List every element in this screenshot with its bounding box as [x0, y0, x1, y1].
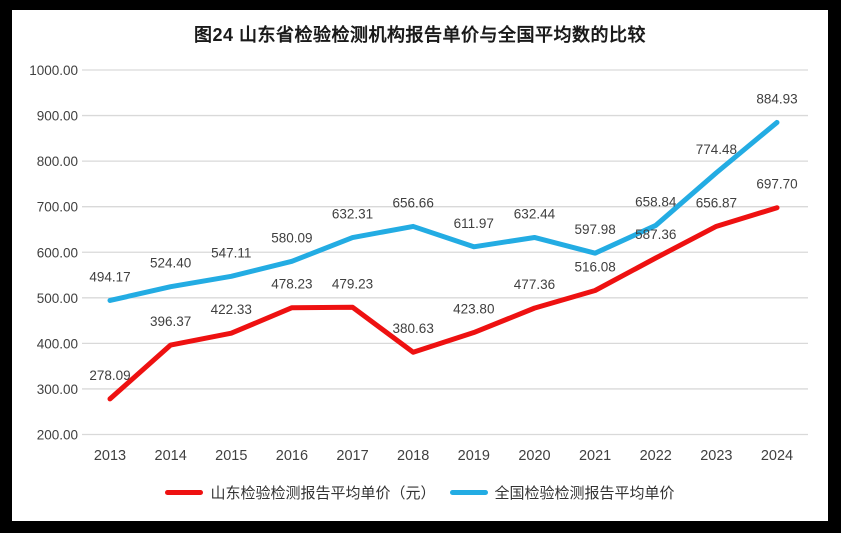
data-label: 524.40 [150, 256, 191, 271]
y-axis-tick-label: 900.00 [37, 109, 78, 124]
data-label: 656.66 [393, 195, 434, 210]
x-axis-tick-label: 2013 [94, 448, 126, 464]
x-axis-tick-label: 2018 [397, 448, 429, 464]
chart-legend: 山东检验检测报告平均单价（元） 全国检验检测报告平均单价 [12, 482, 828, 503]
x-axis-tick-label: 2023 [700, 448, 732, 464]
chart-frame: 图24 山东省检验检测机构报告单价与全国平均数的比较 200.00 300.00 4… [12, 10, 828, 521]
data-label: 278.09 [89, 368, 130, 383]
data-label: 478.23 [271, 277, 312, 292]
data-label: 479.23 [332, 276, 373, 291]
legend-item-shandong: 山东检验检测报告平均单价（元） [165, 482, 436, 503]
data-label: 632.44 [514, 206, 556, 221]
y-axis-tick-label: 600.00 [37, 245, 78, 260]
x-axis-tick-label: 2017 [336, 448, 368, 464]
data-label: 494.17 [89, 269, 130, 284]
y-axis-tick-label: 400.00 [37, 336, 78, 351]
data-label: 516.08 [574, 259, 615, 274]
data-label: 658.84 [635, 194, 677, 209]
data-label: 580.09 [271, 230, 312, 245]
y-axis-tick-label: 200.00 [37, 428, 78, 443]
y-axis-tick-label: 1000.00 [29, 63, 78, 78]
data-label: 422.33 [211, 302, 252, 317]
series-line-national [107, 119, 780, 303]
x-axis-tick-label: 2020 [518, 448, 550, 464]
x-axis-tick-label: 2015 [215, 448, 247, 464]
data-label: 380.63 [393, 321, 434, 336]
data-label: 477.36 [514, 277, 555, 292]
data-label: 423.80 [453, 302, 494, 317]
data-label: 774.48 [696, 142, 737, 157]
data-label: 587.36 [635, 227, 676, 242]
x-axis-tick-label: 2014 [155, 448, 187, 464]
data-label: 656.87 [696, 195, 737, 210]
x-axis-tick-label: 2016 [276, 448, 308, 464]
national-series-swatch-icon [449, 490, 488, 495]
x-axis-tick-label: 2021 [579, 448, 611, 464]
y-axis-tick-label: 700.00 [37, 200, 78, 215]
data-label: 697.70 [756, 177, 797, 192]
legend-label-national: 全国检验检测报告平均单价 [494, 485, 675, 502]
data-label: 884.93 [756, 91, 797, 106]
x-axis-tick-label: 2019 [458, 448, 490, 464]
x-axis-tick-label: 2024 [761, 448, 793, 464]
y-axis-tick-label: 800.00 [37, 154, 78, 169]
data-label: 547.11 [211, 245, 251, 260]
y-axis-tick-label: 300.00 [37, 382, 78, 397]
series-line-shandong [107, 205, 780, 402]
y-axis-tick-label: 500.00 [37, 291, 78, 306]
legend-label-shandong: 山东检验检测报告平均单价（元） [210, 485, 436, 502]
legend-item-national: 全国检验检测报告平均单价 [449, 482, 675, 503]
data-label: 396.37 [150, 314, 191, 329]
line-chart-plot-area: 200.00 300.00 400.00 500.00 600.00 700.00 800.… [29, 63, 808, 464]
x-axis-tick-label: 2022 [640, 448, 672, 464]
data-label: 611.97 [454, 216, 494, 231]
chart-title: 图24 山东省检验检测机构报告单价与全国平均数的比较 [193, 25, 647, 45]
shandong-series-swatch-icon [165, 490, 204, 495]
data-label: 632.31 [332, 207, 373, 222]
data-label: 597.98 [574, 222, 615, 237]
